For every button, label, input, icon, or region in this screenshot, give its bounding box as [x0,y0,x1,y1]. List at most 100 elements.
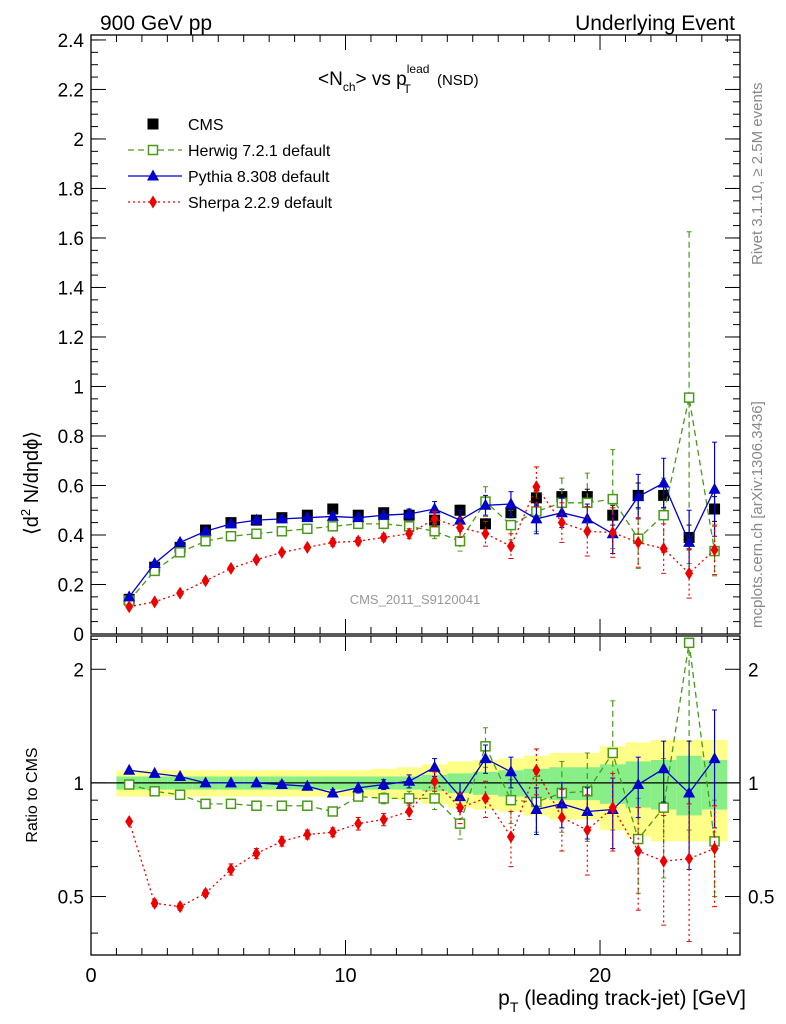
data-point [506,539,515,553]
data-point [428,760,441,772]
data-point [454,790,467,802]
y-tick-label: 0.4 [58,526,85,547]
data-point [532,480,541,494]
data-point [555,797,568,809]
y-tick-label: 2.2 [58,80,84,101]
legend-marker [149,195,157,209]
data-point [352,511,365,523]
data-point [275,778,288,790]
data-point [429,526,440,537]
chart-title: <Nch> vs plead T (NSD) [318,62,479,96]
header-right: Underlying Event [575,12,735,35]
data-point [327,521,339,532]
data-point [250,776,263,788]
data-point [430,512,439,526]
data-point [607,493,618,505]
data-point [149,786,160,797]
data-point [634,535,643,549]
data-point [583,823,592,837]
data-point [506,830,515,844]
data-point [683,637,695,649]
data-point [379,530,388,544]
data-point [224,517,237,529]
data-point [710,842,719,856]
data-point [659,542,668,556]
data-point [403,793,415,804]
data-point [326,786,339,798]
data-point [148,766,161,778]
data-point [174,547,186,558]
data-point [354,534,363,548]
data-point [657,762,670,774]
data-point [277,545,286,559]
data-point [379,812,388,826]
data-point [327,503,339,515]
data-point [226,561,235,575]
xlabel-rest: (leading track-jet) [GeV] [518,987,746,1010]
mcplots-label: mcplots.cern.ch [arXiv:1306.3436] [749,401,766,628]
data-point [403,507,416,519]
data-point [708,482,721,494]
ratio-y-tick-label-right: 0.5 [748,888,774,909]
data-point [250,513,263,525]
title-mid: > vs p [356,69,407,90]
data-point [683,392,695,403]
data-point [174,535,187,547]
data-point [148,556,161,568]
main-frame [90,34,741,635]
title-sub1: ch [343,80,356,94]
data-point [708,752,721,764]
data-point [174,769,187,781]
data-point [481,527,490,541]
data-point [377,508,390,520]
header-left: 900 GeV pp [100,12,212,35]
data-point [378,793,389,804]
data-point [430,774,439,788]
data-point [275,512,288,524]
data-point [276,800,288,811]
data-point [252,553,261,567]
legend-marker [147,169,159,181]
data-point [123,590,136,602]
y-tick-label: 1.6 [58,229,84,250]
y-tick-label-zero: 0 [73,625,84,646]
data-point [557,516,566,530]
ratio-y-tick-label: 2 [73,660,84,681]
xlabel-sub: T [510,999,519,1015]
ratio-y-tick-label: 1 [73,774,84,795]
data-point [634,844,643,858]
data-point [277,834,286,848]
data-point [454,535,466,547]
ratio-y-tick-label-right: 2 [748,660,759,681]
data-point [352,781,365,793]
data-point [276,526,288,537]
data-point [326,509,339,521]
y-tick-label: 1.8 [58,179,84,200]
legend-label: Pythia 8.308 default [188,169,330,186]
data-point [302,800,313,811]
data-point [301,779,314,791]
data-point [176,900,185,914]
data-point [505,519,517,531]
data-point [199,776,212,788]
title-pre: <N [318,69,343,90]
ratio-y-tick-label-right: 1 [748,774,759,795]
data-point [251,800,262,811]
legend-label: CMS [188,117,224,134]
data-point [659,854,668,868]
data-point [456,521,465,535]
y-tick-label: 1.4 [58,278,85,299]
data-point [125,815,134,829]
series-line [129,485,715,608]
data-point [123,779,135,790]
data-point [150,896,159,910]
data-point [710,543,719,557]
main-plot: 0.2 0.4 0.6 0.8 1 1.2 1.4 1.6 1.8 2 2.2 2.4 0 [58,31,741,955]
data-point [252,847,261,861]
ylabel-post: N/dηdϕ⟩ [21,431,43,509]
data-point [174,789,186,801]
y-tick-label: 1 [73,377,84,398]
data-point [632,778,645,790]
data-point [225,798,237,810]
